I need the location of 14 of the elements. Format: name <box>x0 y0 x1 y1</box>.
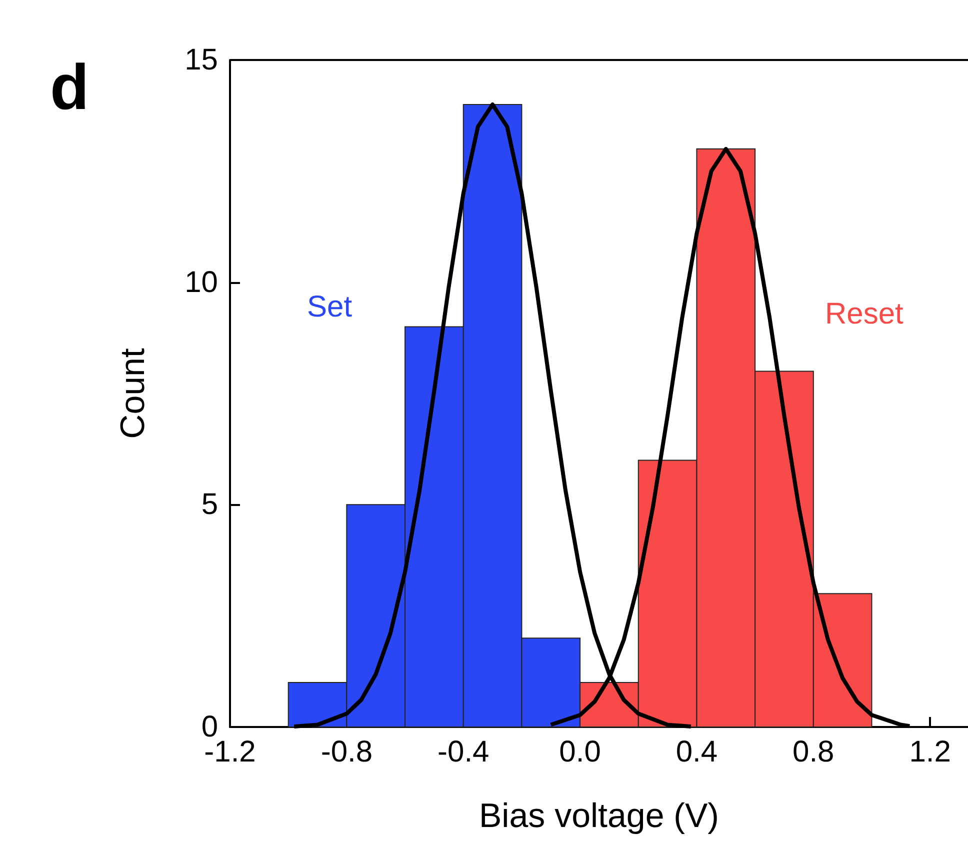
x-tick-label: 0.8 <box>792 736 834 768</box>
x-tick-label: 0.0 <box>559 736 601 768</box>
y-axis-title: Count <box>114 348 152 439</box>
x-axis-title: Bias voltage (V) <box>479 797 719 835</box>
x-tick-label: -0.8 <box>320 736 373 768</box>
x-tick-label: 1.2 <box>909 736 951 768</box>
y-tick-label: 15 <box>184 44 218 76</box>
annotation: Set <box>307 290 353 324</box>
annotation: Reset <box>825 298 904 330</box>
y-tick-label: 10 <box>184 266 218 299</box>
y-tick-label: 5 <box>201 488 218 522</box>
text: d <box>50 51 90 123</box>
x-tick-label: 0.4 <box>676 736 718 768</box>
x-tick-label: -0.4 <box>438 736 490 768</box>
